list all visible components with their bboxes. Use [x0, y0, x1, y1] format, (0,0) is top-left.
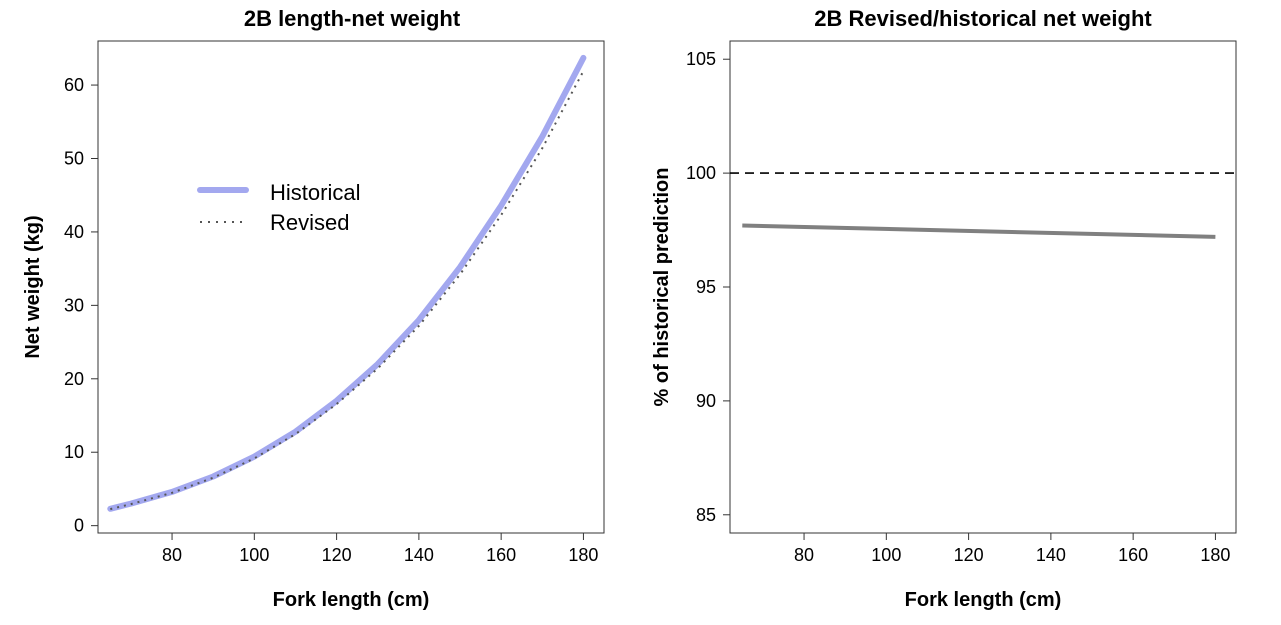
revised-line	[110, 71, 583, 509]
left-plot-frame	[98, 41, 604, 533]
right-y-tick-label: 90	[696, 391, 716, 411]
right-chart: 2B Revised/historical net weight 80 100 12…	[651, 6, 1236, 611]
right-x-tick-label: 160	[1118, 545, 1148, 565]
legend-historical-label: Historical	[270, 180, 360, 205]
left-x-tick-label: 120	[322, 545, 352, 565]
right-y-tick-label: 85	[696, 505, 716, 525]
left-series-layer	[110, 58, 583, 509]
left-y-tick-label: 20	[64, 369, 84, 389]
right-x-tick-label: 180	[1200, 545, 1230, 565]
left-y-tick-label: 10	[64, 442, 84, 462]
right-x-tick-label: 140	[1036, 545, 1066, 565]
legend-revised-label: Revised	[270, 210, 349, 235]
right-y-tick-label: 105	[686, 49, 716, 69]
left-x-tick-label: 100	[239, 545, 269, 565]
left-x-axis-label: Fork length (cm)	[273, 589, 430, 611]
right-y-tick-label: 100	[686, 163, 716, 183]
left-x-ticks: 80 100 120 140 160 180	[162, 533, 598, 565]
right-chart-title: 2B Revised/historical net weight	[814, 6, 1152, 31]
left-x-tick-label: 140	[404, 545, 434, 565]
ratio-line	[742, 226, 1215, 237]
right-y-axis-label: % of historical prediction	[651, 168, 673, 407]
right-x-ticks: 80 100 120 140 160 180	[794, 533, 1230, 565]
left-y-tick-label: 0	[74, 516, 84, 536]
right-series-layer	[730, 173, 1236, 237]
right-y-ticks: 85 90 95 100 105	[686, 49, 730, 525]
right-plot-frame	[730, 41, 1236, 533]
left-y-ticks: 0 10 20 30 40 50 60	[64, 75, 98, 536]
left-y-axis-label: Net weight (kg)	[22, 215, 44, 358]
left-y-tick-label: 50	[64, 148, 84, 168]
right-x-tick-label: 80	[794, 545, 814, 565]
left-x-tick-label: 180	[568, 545, 598, 565]
left-x-tick-label: 160	[486, 545, 516, 565]
right-x-tick-label: 120	[954, 545, 984, 565]
left-y-tick-label: 60	[64, 75, 84, 95]
legend: Historical Revised	[200, 180, 360, 235]
left-x-tick-label: 80	[162, 545, 182, 565]
right-x-axis-label: Fork length (cm)	[905, 589, 1062, 611]
left-y-tick-label: 30	[64, 295, 84, 315]
right-x-tick-label: 100	[871, 545, 901, 565]
left-chart-title: 2B length-net weight	[244, 6, 461, 31]
left-y-tick-label: 40	[64, 222, 84, 242]
right-y-tick-label: 95	[696, 277, 716, 297]
historical-line	[110, 58, 583, 509]
left-chart: 2B length-net weight 80 100 120 140 160 180 0…	[22, 6, 604, 611]
